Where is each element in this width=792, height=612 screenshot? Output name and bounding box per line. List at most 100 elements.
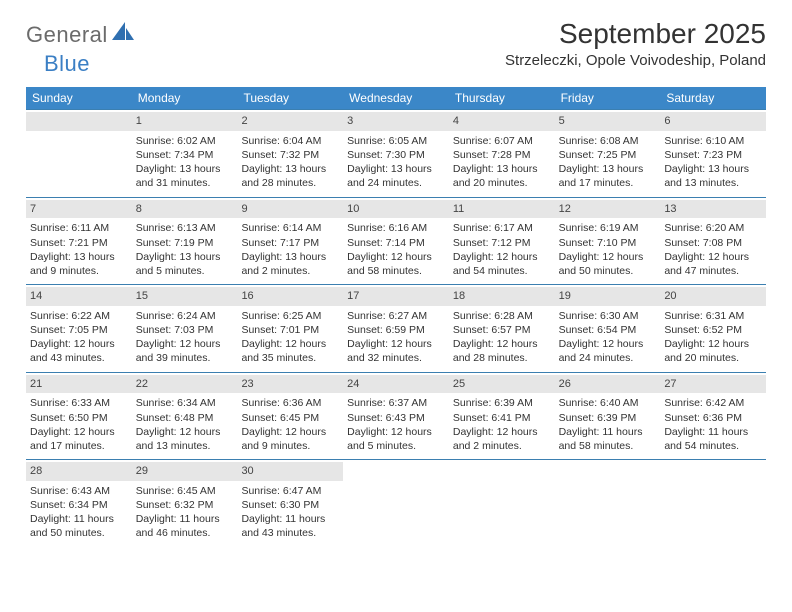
day-detail-line: Sunrise: 6:08 AM [559,134,657,148]
day-detail-line: Sunset: 7:05 PM [30,323,128,337]
day-cell: 20Sunrise: 6:31 AMSunset: 6:52 PMDayligh… [660,285,766,372]
day-cell: 9Sunrise: 6:14 AMSunset: 7:17 PMDaylight… [237,198,343,285]
day-number: 16 [237,287,343,306]
day-detail-line: Daylight: 13 hours and 24 minutes. [347,162,445,190]
day-cell: 21 Sunrise: 6:33 AMSunset: 6:50 PMDayligh… [26,373,132,460]
day-cell: 24Sunrise: 6:37 AMSunset: 6:43 PMDayligh… [343,373,449,460]
day-cell: 14Sunrise: 6:22 AMSunset: 7:05 PMDayligh… [26,285,132,372]
day-detail-line: Daylight: 11 hours and 50 minutes. [30,512,128,540]
day-detail-line: Sunrise: 6:39 AM [453,396,551,410]
day-detail-line: Daylight: 13 hours and 13 minutes. [664,162,762,190]
day-number: 17 [343,287,449,306]
calendar-page: General September 2025 Strzeleczki, Opol… [0,0,792,547]
day-detail-line: Daylight: 12 hours and 24 minutes. [559,337,657,365]
day-detail-line: Sunset: 6:32 PM [136,498,234,512]
day-number: 4 [449,112,555,131]
day-detail-line: Sunrise: 6:14 AM [241,221,339,235]
weekday-header: Saturday [660,87,766,109]
day-cell: 19Sunrise: 6:30 AMSunset: 6:54 PMDayligh… [555,285,661,372]
day-detail-line: Daylight: 13 hours and 5 minutes. [136,250,234,278]
day-detail-line: Daylight: 12 hours and 50 minutes. [559,250,657,278]
day-number: 9 [237,200,343,219]
day-detail-line: Daylight: 12 hours and 2 minutes. [453,425,551,453]
day-detail-line: Daylight: 12 hours and 47 minutes. [664,250,762,278]
day-detail-line: Daylight: 11 hours and 58 minutes. [559,425,657,453]
day-detail-line: Sunset: 6:54 PM [559,323,657,337]
day-detail-line: Sunrise: 6:40 AM [559,396,657,410]
day-number: 12 [555,200,661,219]
day-cell [555,460,661,547]
day-detail-line: Sunrise: 6:42 AM [664,396,762,410]
day-detail-line: Sunset: 6:45 PM [241,411,339,425]
day-number: 23 [237,375,343,394]
day-detail-line: Sunset: 7:08 PM [664,236,762,250]
day-cell: 4Sunrise: 6:07 AMSunset: 7:28 PMDaylight… [449,110,555,197]
day-detail-line: Sunrise: 6:25 AM [241,309,339,323]
title-block: September 2025 Strzeleczki, Opole Voivod… [505,18,766,69]
week-row: 21Sunrise: 6:33 AMSunset: 6:50 PMDayligh… [26,373,766,461]
day-number: 3 [343,112,449,131]
day-detail-line: Sunrise: 6:07 AM [453,134,551,148]
logo-text-blue: Blue [44,51,90,76]
day-detail-line: Sunset: 6:59 PM [347,323,445,337]
day-cell: 23 Sunrise: 6:36 AMSunset: 6:45 PMDayligh… [237,373,343,460]
logo-text-general: General [26,22,108,48]
day-detail-line: Daylight: 12 hours and 28 minutes. [453,337,551,365]
weekday-header-row: Sunday Monday Tuesday Wednesday Thursday… [26,87,766,109]
day-detail-line: Sunrise: 6:45 AM [136,484,234,498]
day-detail-line: Sunset: 7:34 PM [136,148,234,162]
day-cell: 27Sunrise: 6:42 AMSunset: 6:36 PMDayligh… [660,373,766,460]
day-detail-line: Sunset: 7:32 PM [241,148,339,162]
day-detail-line: Sunrise: 6:24 AM [136,309,234,323]
calendar: Sunday Monday Tuesday Wednesday Thursday… [26,87,766,547]
day-cell: 3Sunrise: 6:05 AMSunset: 7:30 PMDaylight… [343,110,449,197]
day-number: 6 [660,112,766,131]
day-detail-line: Sunset: 6:50 PM [30,411,128,425]
day-detail-line: Daylight: 12 hours and 17 minutes. [30,425,128,453]
day-detail-line: Sunset: 6:57 PM [453,323,551,337]
day-detail-line: Sunrise: 6:33 AM [30,396,128,410]
day-number: 1 [132,112,238,131]
day-number: 21 [26,375,132,394]
day-cell [660,460,766,547]
day-detail-line: Sunset: 7:10 PM [559,236,657,250]
day-number: 20 [660,287,766,306]
week-row: 7Sunrise: 6:11 AMSunset: 7:21 PMDaylight… [26,198,766,286]
day-detail-line: Sunrise: 6:28 AM [453,309,551,323]
day-detail-line: Daylight: 11 hours and 43 minutes. [241,512,339,540]
day-detail-line: Sunset: 6:43 PM [347,411,445,425]
day-detail-line: Sunset: 7:03 PM [136,323,234,337]
day-cell: 15Sunrise: 6:24 AMSunset: 7:03 PMDayligh… [132,285,238,372]
day-cell: 25Sunrise: 6:39 AMSunset: 6:41 PMDayligh… [449,373,555,460]
day-detail-line: Sunrise: 6:31 AM [664,309,762,323]
day-detail-line: Daylight: 13 hours and 17 minutes. [559,162,657,190]
weekday-header: Monday [132,87,238,109]
day-detail-line: Sunrise: 6:36 AM [241,396,339,410]
day-detail-line: Sunset: 7:30 PM [347,148,445,162]
weekday-header: Sunday [26,87,132,109]
day-detail-line: Daylight: 13 hours and 9 minutes. [30,250,128,278]
day-number: 24 [343,375,449,394]
day-number: 18 [449,287,555,306]
day-detail-line: Daylight: 12 hours and 58 minutes. [347,250,445,278]
day-detail-line: Sunset: 6:39 PM [559,411,657,425]
day-detail-line: Sunrise: 6:11 AM [30,221,128,235]
calendar-grid: 1Sunrise: 6:02 AMSunset: 7:34 PMDaylight… [26,109,766,547]
day-detail-line: Sunrise: 6:22 AM [30,309,128,323]
day-detail-line: Daylight: 12 hours and 9 minutes. [241,425,339,453]
day-detail-line: Sunrise: 6:10 AM [664,134,762,148]
day-cell: 30Sunrise: 6:47 AMSunset: 6:30 PMDayligh… [237,460,343,547]
day-number: 13 [660,200,766,219]
day-cell: 29Sunrise: 6:45 AMSunset: 6:32 PMDayligh… [132,460,238,547]
day-cell: 13 Sunrise: 6:20 AMSunset: 7:08 PMDayligh… [660,198,766,285]
day-number: 8 [132,200,238,219]
logo: General [26,22,134,48]
weekday-header: Friday [555,87,661,109]
day-detail-line: Sunset: 6:30 PM [241,498,339,512]
week-row: 28Sunrise: 6:43 AMSunset: 6:34 PMDayligh… [26,460,766,547]
day-number: 25 [449,375,555,394]
day-cell [343,460,449,547]
day-cell: 6Sunrise: 6:10 AMSunset: 7:23 PMDaylight… [660,110,766,197]
day-detail-line: Sunrise: 6:20 AM [664,221,762,235]
location-subtitle: Strzeleczki, Opole Voivodeship, Poland [505,52,766,69]
